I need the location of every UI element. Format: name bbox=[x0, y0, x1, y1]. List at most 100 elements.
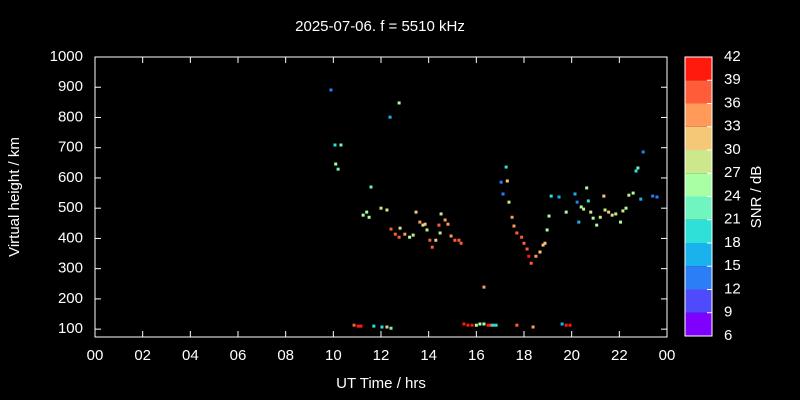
colorbar-tick-label: 33 bbox=[724, 118, 741, 135]
point bbox=[462, 322, 466, 326]
y-tick-label: 600 bbox=[58, 169, 83, 186]
point bbox=[329, 88, 333, 92]
x-tick-label: 00 bbox=[659, 347, 676, 364]
point bbox=[534, 254, 538, 258]
point bbox=[418, 220, 422, 224]
x-tick-label: 10 bbox=[325, 347, 342, 364]
point bbox=[614, 212, 618, 216]
colorbar-cell bbox=[685, 289, 712, 313]
point bbox=[639, 197, 643, 201]
point bbox=[336, 167, 340, 171]
point bbox=[397, 235, 401, 239]
point bbox=[403, 232, 407, 236]
point bbox=[369, 185, 373, 189]
colorbar-tick-label: 21 bbox=[724, 211, 741, 228]
point bbox=[333, 143, 337, 147]
point bbox=[602, 194, 606, 198]
point bbox=[520, 235, 524, 239]
point bbox=[491, 323, 495, 327]
point bbox=[494, 323, 498, 327]
point bbox=[515, 323, 519, 327]
point bbox=[414, 210, 418, 214]
point bbox=[372, 324, 376, 328]
point bbox=[356, 324, 360, 328]
colorbar-tick-label: 15 bbox=[724, 257, 741, 274]
point bbox=[541, 243, 545, 247]
point bbox=[512, 224, 516, 228]
point bbox=[425, 228, 429, 232]
point bbox=[586, 199, 590, 203]
y-tick-label: 500 bbox=[58, 199, 83, 216]
point bbox=[651, 194, 655, 198]
chart-title: 2025-07-06. f = 5510 kHz bbox=[295, 18, 465, 35]
colorbar-tick-label: 12 bbox=[724, 280, 741, 297]
point bbox=[575, 200, 579, 204]
x-tick-label: 22 bbox=[611, 347, 628, 364]
point bbox=[389, 326, 393, 330]
point bbox=[379, 206, 383, 210]
colorbar-cell bbox=[685, 103, 712, 127]
colorbar-cell bbox=[685, 150, 712, 174]
colorbar-cell bbox=[685, 80, 712, 104]
point bbox=[393, 232, 397, 236]
point bbox=[557, 195, 561, 199]
point bbox=[549, 194, 553, 198]
point bbox=[439, 212, 443, 216]
point bbox=[527, 254, 531, 258]
x-tick-label: 04 bbox=[182, 347, 199, 364]
point bbox=[434, 238, 438, 242]
point bbox=[438, 231, 442, 235]
point bbox=[466, 323, 470, 327]
x-tick-label: 12 bbox=[373, 347, 390, 364]
colorbar-cell bbox=[685, 243, 712, 267]
point bbox=[525, 247, 529, 251]
point bbox=[529, 261, 533, 265]
x-tick-label: 14 bbox=[420, 347, 437, 364]
colorbar-cell bbox=[685, 173, 712, 197]
point bbox=[531, 325, 535, 329]
point bbox=[564, 210, 568, 214]
y-tick-label: 700 bbox=[58, 139, 83, 156]
point bbox=[453, 238, 457, 242]
point bbox=[470, 323, 474, 327]
point bbox=[339, 143, 343, 147]
colorbar-cell bbox=[685, 126, 712, 150]
x-tick-label: 06 bbox=[230, 347, 247, 364]
point bbox=[389, 227, 393, 231]
point bbox=[482, 285, 486, 289]
point bbox=[591, 216, 595, 220]
point bbox=[573, 192, 577, 196]
colorbar-cell bbox=[685, 219, 712, 243]
point bbox=[634, 169, 638, 173]
colorbar-label: SNR / dB bbox=[748, 166, 765, 229]
point bbox=[627, 193, 631, 197]
colorbar-tick-label: 27 bbox=[724, 164, 741, 181]
point bbox=[589, 210, 593, 214]
x-tick-label: 16 bbox=[468, 347, 485, 364]
point bbox=[564, 323, 568, 327]
point bbox=[619, 220, 623, 224]
x-tick-label: 00 bbox=[87, 347, 104, 364]
point bbox=[446, 222, 450, 226]
point bbox=[510, 215, 514, 219]
point bbox=[595, 223, 599, 227]
point bbox=[515, 231, 519, 235]
point bbox=[505, 179, 509, 183]
point bbox=[499, 180, 503, 184]
y-tick-label: 1000 bbox=[50, 48, 83, 65]
point bbox=[631, 191, 635, 195]
point bbox=[501, 192, 505, 196]
point bbox=[421, 223, 425, 227]
point bbox=[543, 241, 547, 245]
point bbox=[423, 222, 427, 226]
colorbar-tick-label: 36 bbox=[724, 94, 741, 111]
point bbox=[449, 234, 453, 238]
point bbox=[610, 213, 614, 217]
y-tick-label: 800 bbox=[58, 108, 83, 125]
point bbox=[489, 323, 493, 327]
point bbox=[359, 324, 363, 328]
point bbox=[408, 235, 412, 239]
y-tick-label: 900 bbox=[58, 78, 83, 95]
